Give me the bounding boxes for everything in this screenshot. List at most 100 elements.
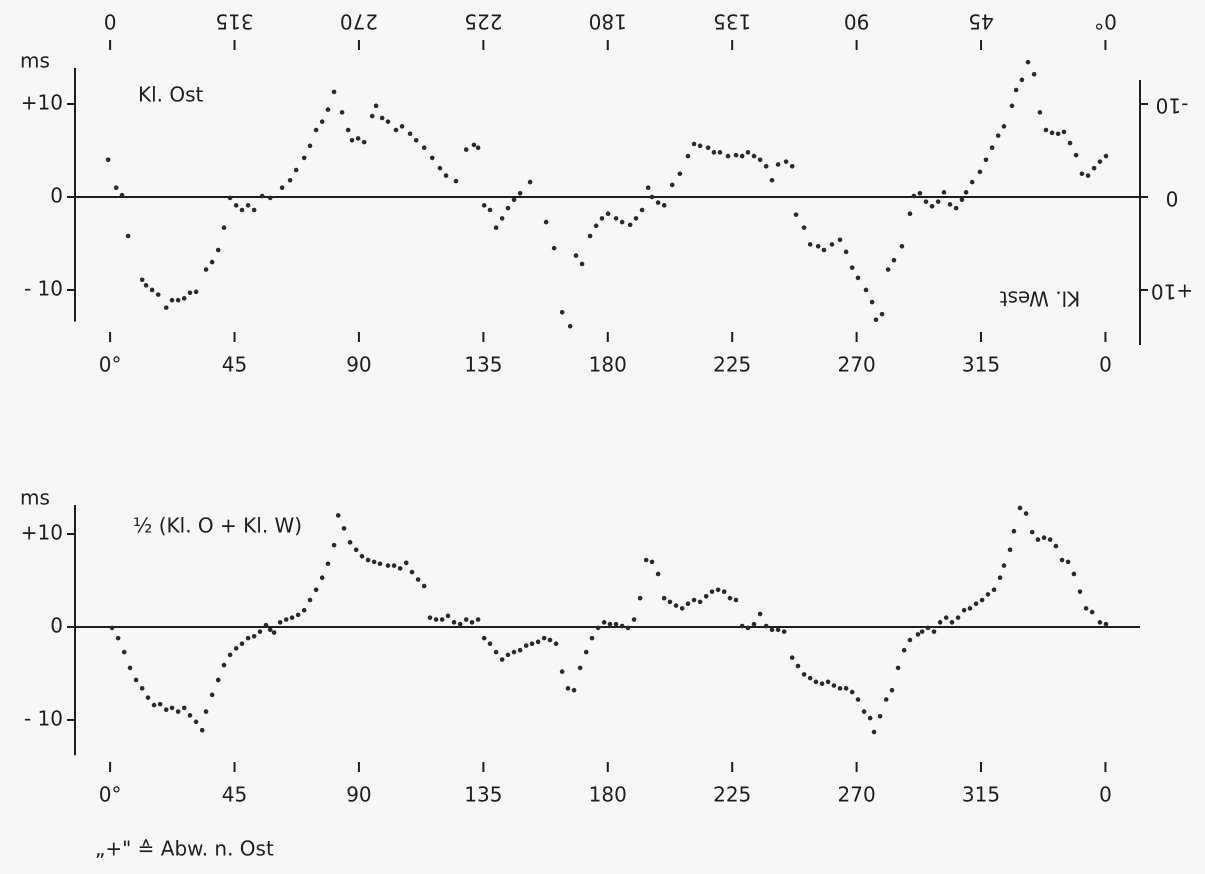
data-point: [961, 607, 967, 613]
data-point: [1043, 127, 1049, 133]
data-point: [415, 577, 421, 582]
data-point: [1067, 140, 1073, 146]
data-point: [487, 207, 493, 213]
data-point: [703, 593, 709, 599]
data-point: [837, 686, 843, 691]
data-point: [963, 190, 969, 195]
data-point: [345, 127, 351, 133]
data-point: [505, 205, 511, 211]
data-point: [763, 164, 769, 169]
data-point: [793, 212, 799, 217]
data-point: [377, 561, 383, 567]
data-point: [813, 679, 819, 685]
data-point: [451, 620, 457, 625]
data-point: [589, 635, 595, 641]
data-point: [293, 167, 299, 173]
data-point: [139, 686, 145, 691]
data-point: [867, 715, 873, 721]
data-point: [595, 625, 601, 631]
data-point: [553, 641, 559, 647]
data-point: [433, 617, 439, 622]
data-point: [947, 202, 953, 207]
data-point: [203, 267, 209, 272]
data-point: [301, 607, 307, 613]
data-point: [313, 127, 319, 133]
x-tick-label: 270: [838, 353, 876, 377]
data-point: [757, 157, 763, 163]
annotation: ½ (Kl. O + Kl. W): [133, 514, 302, 538]
data-point: [331, 542, 337, 548]
data-point: [193, 289, 199, 295]
data-point: [757, 611, 763, 617]
data-point: [251, 207, 257, 213]
data-point: [399, 124, 405, 129]
data-point: [889, 687, 895, 693]
data-point: [427, 615, 433, 620]
data-point: [1041, 535, 1047, 541]
data-point: [795, 663, 801, 669]
data-point: [295, 612, 301, 618]
data-point: [181, 296, 187, 301]
data-point: [493, 225, 499, 230]
data-point: [925, 625, 931, 631]
data-point: [883, 697, 889, 702]
data-point: [655, 571, 661, 577]
data-point: [1037, 110, 1043, 115]
data-point: [607, 621, 613, 627]
data-point: [145, 695, 151, 700]
data-point: [559, 310, 565, 315]
data-point: [221, 662, 227, 668]
data-point: [511, 649, 517, 655]
data-point: [679, 606, 685, 611]
data-point: [379, 115, 385, 121]
data-point: [115, 635, 121, 641]
data-point: [769, 627, 775, 633]
data-point: [547, 637, 553, 643]
data-point: [879, 311, 885, 317]
data-point: [453, 178, 459, 184]
data-point: [499, 657, 505, 662]
data-point: [279, 185, 285, 190]
data-point: [339, 110, 345, 115]
data-point: [661, 203, 667, 208]
data-point: [307, 597, 313, 603]
data-point: [527, 179, 533, 185]
data-point: [873, 317, 879, 323]
data-point: [119, 192, 125, 198]
data-point: [187, 290, 193, 296]
x-tick-label: 0: [1099, 353, 1112, 377]
data-point: [733, 597, 739, 603]
data-point: [725, 153, 731, 159]
x2-tick-label: 45: [968, 10, 993, 34]
data-point: [711, 150, 717, 155]
data-point: [413, 137, 419, 143]
data-point: [717, 150, 723, 155]
data-point: [979, 597, 985, 603]
data-point: [1085, 173, 1091, 178]
data-point: [691, 141, 697, 147]
data-point: [967, 606, 973, 611]
data-point: [481, 635, 487, 641]
data-point: [215, 247, 221, 253]
data-point: [259, 193, 265, 199]
data-point: [511, 197, 517, 203]
data-point: [579, 261, 585, 267]
data-point: [149, 287, 155, 293]
data-point: [705, 145, 711, 151]
data-point: [1073, 152, 1079, 158]
data-point: [1001, 124, 1007, 129]
data-point: [593, 223, 599, 229]
data-point: [843, 249, 849, 255]
data-point: [1017, 505, 1023, 511]
data-point: [783, 159, 789, 164]
data-point: [583, 649, 589, 655]
data-point: [163, 707, 169, 713]
data-point: [631, 617, 637, 622]
data-point: [1061, 129, 1067, 135]
data-point: [245, 203, 251, 208]
data-point: [991, 587, 997, 593]
data-point: [457, 621, 463, 627]
x-tick-label: 225: [713, 783, 751, 807]
data-point: [335, 513, 341, 518]
data-point: [267, 195, 273, 201]
